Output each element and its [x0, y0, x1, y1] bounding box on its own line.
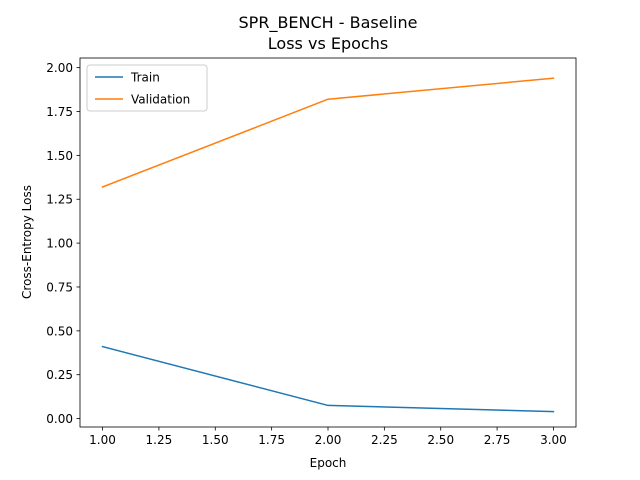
x-tick-label: 1.25: [146, 433, 173, 447]
x-tick-label: 1.50: [202, 433, 229, 447]
y-tick-label: 1.00: [46, 237, 73, 251]
x-axis-label: Epoch: [310, 456, 347, 470]
y-tick-label: 1.75: [46, 105, 73, 119]
x-tick-label: 2.50: [427, 433, 454, 447]
x-tick-label: 1.75: [258, 433, 285, 447]
x-tick-label: 2.75: [484, 433, 511, 447]
series-line-validation: [101, 77, 555, 188]
y-axis-label: Cross-Entropy Loss: [20, 185, 34, 299]
plot-frame: [79, 57, 577, 428]
legend-label: Train: [130, 71, 160, 85]
legend-label: Validation: [131, 93, 190, 107]
y-tick-label: 1.50: [46, 149, 73, 163]
y-tick-label: 2.00: [46, 61, 73, 75]
x-tick-label: 2.25: [371, 433, 398, 447]
series-line-train: [101, 345, 555, 413]
chart-subtitle: Loss vs Epochs: [268, 34, 388, 53]
plot-area: 1.00 1.25 1.50 1.75 2.00 2.25 2.50 2.75 3.00 0.00…: [46, 57, 577, 447]
x-tick-label: 1.00: [89, 433, 116, 447]
y-tick-label: 0.50: [46, 324, 73, 338]
y-tick-label: 0.75: [46, 280, 73, 294]
x-tick-label: 2.00: [315, 433, 342, 447]
chart-title: SPR_BENCH - Baseline: [239, 13, 418, 33]
x-tick-label: 3.00: [540, 433, 567, 447]
y-tick-label: 0.00: [46, 412, 73, 426]
y-tick-label: 1.25: [46, 193, 73, 207]
y-tick-label: 0.25: [46, 368, 73, 382]
